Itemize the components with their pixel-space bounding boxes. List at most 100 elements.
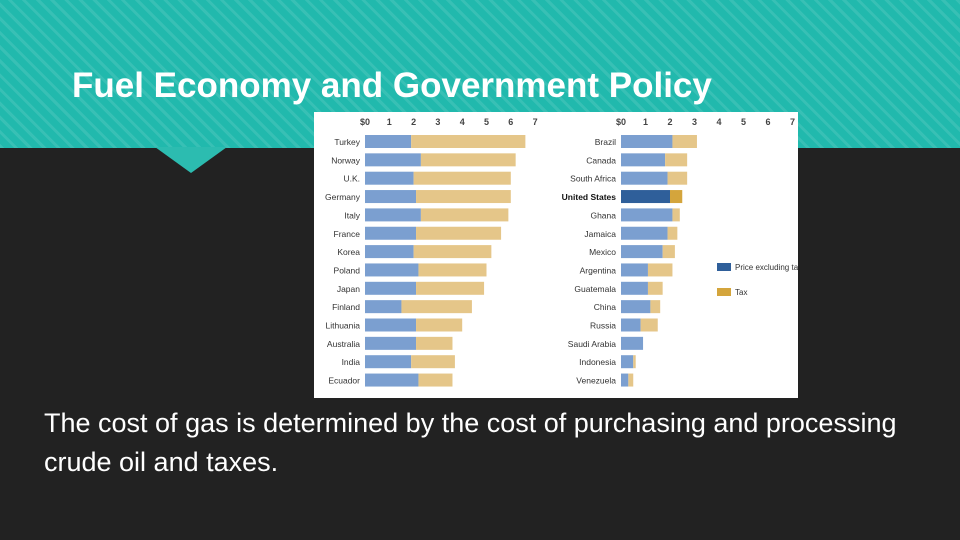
category-label: Jamaica — [584, 229, 616, 239]
category-label: Mexico — [589, 247, 616, 257]
bar-price-excluding-tax — [621, 263, 648, 277]
legend-swatch-price — [717, 263, 731, 271]
bar-tax — [411, 355, 455, 369]
tick-label: $0 — [360, 117, 370, 127]
category-label: Brazil — [595, 137, 616, 147]
tick-label: 7 — [533, 117, 538, 127]
bar-tax — [418, 373, 453, 387]
bar-tax — [672, 208, 680, 222]
tick-label: 6 — [508, 117, 513, 127]
tick-label: 1 — [387, 117, 392, 127]
tick-label: 3 — [435, 117, 440, 127]
bar-price-excluding-tax — [365, 318, 417, 332]
slide-title: Fuel Economy and Government Policy — [72, 66, 712, 105]
fuel-price-chart: $0 1 2 3 4 5 6 7 Turkey Norway U.K. Germany Italy Fra… — [325, 117, 798, 387]
bar-tax — [667, 226, 678, 240]
bar-price-excluding-tax — [621, 336, 644, 350]
bar-tax — [416, 318, 463, 332]
bar-tax — [647, 281, 663, 295]
category-label: Poland — [334, 265, 361, 275]
category-label: Indonesia — [579, 357, 616, 367]
bar-price-excluding-tax — [365, 171, 414, 185]
category-label: Russia — [590, 321, 616, 331]
bar-tax — [650, 300, 661, 314]
tick-label: 7 — [790, 117, 795, 127]
bar-price-excluding-tax — [621, 135, 673, 148]
category-label: Australia — [327, 339, 360, 349]
bar-price-excluding-tax — [621, 153, 666, 167]
tick-label: 4 — [460, 117, 465, 127]
tick-label: $0 — [616, 117, 626, 127]
bar-price-excluding-tax — [621, 190, 670, 204]
bar-price-excluding-tax — [621, 208, 673, 222]
bar-price-excluding-tax — [621, 281, 648, 295]
category-label: United States — [562, 192, 617, 202]
bar-tax — [411, 135, 526, 148]
legend-label-price: Price excluding tax — [735, 263, 798, 272]
bar-tax — [416, 226, 502, 240]
bar-tax — [662, 245, 675, 259]
bar-tax — [416, 336, 453, 350]
tick-label: 5 — [741, 117, 746, 127]
bar-tax — [640, 318, 658, 332]
bar-tax — [401, 300, 472, 314]
tick-label: 3 — [692, 117, 697, 127]
bar-price-excluding-tax — [621, 171, 668, 185]
category-label: Korea — [337, 247, 360, 257]
legend-swatch-tax — [717, 288, 731, 296]
bar-price-excluding-tax — [621, 318, 641, 332]
category-label: Lithuania — [325, 321, 360, 331]
title-banner — [0, 0, 960, 148]
category-label: Canada — [586, 155, 616, 165]
fuel-price-chart-image: $0 1 2 3 4 5 6 7 Turkey Norway U.K. Germany Italy Fra… — [314, 112, 798, 398]
bar-price-excluding-tax — [621, 373, 629, 387]
category-label: India — [342, 357, 361, 367]
category-label: Turkey — [334, 137, 360, 147]
category-label: Italy — [344, 210, 360, 220]
category-label: Ghana — [590, 210, 616, 220]
bar-price-excluding-tax — [365, 226, 417, 240]
bar-tax — [647, 263, 673, 277]
category-label: Japan — [337, 284, 360, 294]
tick-label: 2 — [411, 117, 416, 127]
category-label: Germany — [325, 192, 361, 202]
bar-price-excluding-tax — [365, 263, 419, 277]
bar-price-excluding-tax — [365, 245, 414, 259]
category-label: Saudi Arabia — [568, 339, 616, 349]
bar-price-excluding-tax — [365, 373, 419, 387]
category-label: Ecuador — [328, 376, 360, 386]
category-label: Norway — [331, 155, 361, 165]
category-label: Venezuela — [576, 376, 616, 386]
tick-label: 5 — [484, 117, 489, 127]
bar-price-excluding-tax — [365, 190, 417, 204]
category-label: China — [594, 302, 616, 312]
category-label: Finland — [332, 302, 360, 312]
bar-price-excluding-tax — [365, 300, 402, 314]
bar-tax — [418, 263, 487, 277]
category-label: South Africa — [570, 174, 616, 184]
bar-tax — [670, 190, 683, 204]
bar-tax — [416, 281, 485, 295]
category-label: France — [334, 229, 361, 239]
category-label: U.K. — [343, 174, 360, 184]
bar-price-excluding-tax — [365, 281, 417, 295]
tick-label: 6 — [765, 117, 770, 127]
legend-label-tax: Tax — [735, 288, 747, 297]
bar-tax — [420, 208, 509, 222]
bar-tax — [633, 355, 636, 369]
bar-price-excluding-tax — [621, 300, 651, 314]
bar-price-excluding-tax — [365, 135, 412, 148]
tick-label: 2 — [667, 117, 672, 127]
category-label: Argentina — [580, 265, 617, 275]
bar-price-excluding-tax — [365, 208, 421, 222]
bar-tax — [665, 153, 688, 167]
bar-tax — [420, 153, 516, 167]
bar-price-excluding-tax — [621, 355, 634, 369]
bar-price-excluding-tax — [365, 153, 421, 167]
category-label: Guatemala — [574, 284, 616, 294]
tick-label: 4 — [716, 117, 721, 127]
bar-tax — [667, 171, 688, 185]
tick-label: 1 — [643, 117, 648, 127]
bar-price-excluding-tax — [621, 245, 663, 259]
